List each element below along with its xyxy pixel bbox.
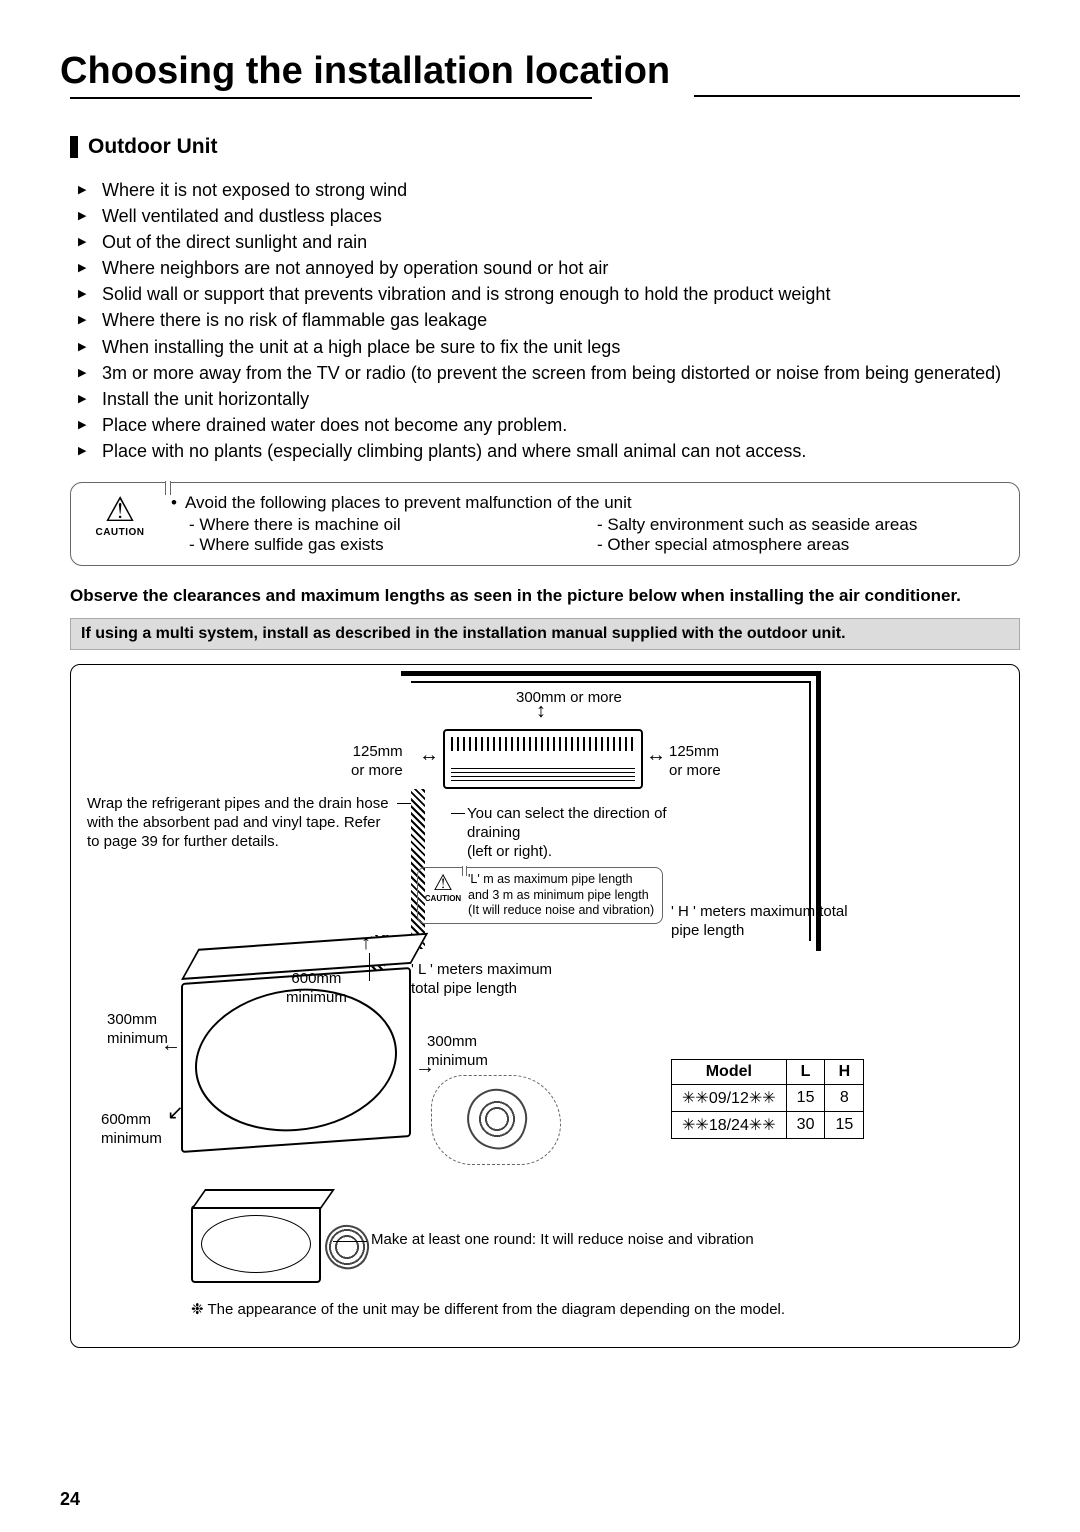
caution-item: - Salty environment such as seaside area… [597,515,1005,535]
caution-item: - Other special atmosphere areas [597,535,1005,555]
title-underline [694,75,1020,97]
arrow-right-icon: ↔ [646,745,666,765]
arrow-right-icon: → [415,1057,435,1077]
bullet-item: 3m or more away from the TV or radio (to… [78,360,1020,386]
table-cell: ✳✳18/24✳✳ [672,1112,787,1139]
table-cell: 15 [786,1085,825,1112]
arrow-left-icon: ↙ [167,1103,184,1123]
arrow-up-icon: ↑ [361,933,371,953]
small-unit-top [191,1189,335,1209]
label-wrap-note: Wrap the refrigerant pipes and the drain… [87,795,397,851]
leader-line [397,803,411,804]
inner-caution-text: 'L' m as maximum pipe length and 3 m as … [468,872,656,919]
table-row: ✳✳09/12✳✳ 15 8 [672,1085,864,1112]
inner-caution-label: CAUTION [424,894,462,903]
label-125-right: 125mm or more [669,743,721,781]
label-l-note: ' L ' meters maximum total pipe length [411,961,571,999]
table-cell: ✳✳09/12✳✳ [672,1085,787,1112]
dim-line [369,953,370,981]
table-row: ✳✳18/24✳✳ 30 15 [672,1112,864,1139]
page-title: Choosing the installation location [60,50,680,97]
caution-lead-row: • Avoid the following places to prevent … [171,493,1005,513]
warning-icon: ⚠ [424,872,462,894]
bullet-item: Place with no plants (especially climbin… [78,438,1020,464]
bullet-item: Where it is not exposed to strong wind [78,177,1020,203]
label-h-note: ' H ' meters maximum total pipe length [671,903,871,941]
inner-caution-box: ⚠ CAUTION 'L' m as maximum pipe length a… [417,867,663,924]
caution-col-1: - Where there is machine oil - Where sul… [189,515,597,555]
diagram-box: ↕ ↔ ↔ 300mm or more 125mm or more 125mm … [70,664,1020,1348]
bullet-item: Place where drained water does not becom… [78,412,1020,438]
model-table: Model L H ✳✳09/12✳✳ 15 8 ✳✳18/24✳✳ 30 15 [671,1059,864,1139]
caution-icon-block: ⚠ CAUTION [81,493,159,555]
bullet-item: Out of the direct sunlight and rain [78,229,1020,255]
bold-note: Observe the clearances and maximum lengt… [70,586,1020,606]
section-heading-text: Outdoor Unit [88,135,217,159]
bullet-item: When installing the unit at a high place… [78,334,1020,360]
page-number: 24 [60,1489,80,1510]
bullet-item: Where neighbors are not annoyed by opera… [78,255,1020,281]
bullet-dot: • [171,493,177,513]
label-top-clearance: 300mm or more [516,689,622,708]
table-header: H [825,1060,864,1085]
leader-line [451,813,465,814]
caution-columns: - Where there is machine oil - Where sul… [171,515,1005,555]
label-600-top: 600mm minimum [286,970,347,1008]
table-cell: 15 [825,1112,864,1139]
label-drain-note: You can select the direction of draining… [467,805,687,861]
grey-note-bar: If using a multi system, install as desc… [70,618,1020,650]
table-header: Model [672,1060,787,1085]
label-125-left: 125mm or more [351,743,403,781]
bullet-item: Install the unit horizontally [78,386,1020,412]
arrow-left-icon: ← [161,1035,181,1055]
label-300-left: 300mm minimum [107,1011,168,1049]
indoor-unit [443,729,643,789]
pipe-coil-icon [320,1220,374,1274]
table-cell: 30 [786,1112,825,1139]
caution-label: CAUTION [81,527,159,538]
table-cell: 8 [825,1085,864,1112]
caution-box: ⚠ CAUTION • Avoid the following places t… [70,482,1020,566]
caution-content: • Avoid the following places to prevent … [171,493,1005,555]
section-bar [70,136,78,158]
label-600-front: 600mm minimum [101,1111,162,1149]
leader-line [333,1241,367,1242]
table-header-row: Model L H [672,1060,864,1085]
label-300-right: 300mm minimum [427,1033,488,1071]
warning-icon: ⚠ [81,493,159,527]
bullet-item: Where there is no risk of flammable gas … [78,307,1020,333]
arrow-left-icon: ↔ [419,745,439,765]
bullet-item: Solid wall or support that prevents vibr… [78,281,1020,307]
inner-caution-icon-block: ⚠ CAUTION [424,872,462,903]
bullet-list: Where it is not exposed to strong wind W… [78,177,1020,464]
section-heading: Outdoor Unit [70,135,1020,159]
outdoor-unit-small [191,1205,321,1283]
table-header: L [786,1060,825,1085]
diagram-footnote: ❉ The appearance of the unit may be diff… [191,1301,951,1320]
caution-item: - Where sulfide gas exists [189,535,597,555]
bullet-item: Well ventilated and dustless places [78,203,1020,229]
caution-item: - Where there is machine oil [189,515,597,535]
caution-lead: Avoid the following places to prevent ma… [185,493,632,513]
caution-col-2: - Salty environment such as seaside area… [597,515,1005,555]
label-round-note: Make at least one round: It will reduce … [371,1231,871,1250]
page-title-row: Choosing the installation location [60,50,1020,97]
